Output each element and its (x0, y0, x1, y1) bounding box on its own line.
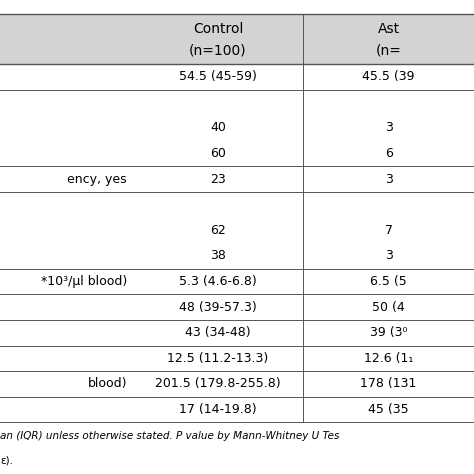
Text: 39 (3⁰: 39 (3⁰ (370, 326, 407, 339)
Text: 40: 40 (210, 121, 226, 135)
Text: 3: 3 (385, 173, 392, 186)
Text: 43 (34-48): 43 (34-48) (185, 326, 251, 339)
Text: Ast: Ast (378, 22, 400, 36)
Text: 23: 23 (210, 173, 226, 186)
Text: 12.6 (1₁: 12.6 (1₁ (364, 352, 413, 365)
Text: (n=100): (n=100) (189, 43, 247, 57)
Text: 17 (14-19.8): 17 (14-19.8) (179, 403, 257, 416)
Text: 45 (35: 45 (35 (368, 403, 409, 416)
Text: *10³/μl blood): *10³/μl blood) (41, 275, 127, 288)
Text: 45.5 (39: 45.5 (39 (363, 70, 415, 83)
Text: 62: 62 (210, 224, 226, 237)
Text: 178 (131: 178 (131 (361, 377, 417, 391)
Text: ε).: ε). (0, 456, 13, 465)
Text: blood): blood) (88, 377, 127, 391)
Text: 3: 3 (385, 249, 392, 263)
Text: Control: Control (193, 22, 243, 36)
Text: 12.5 (11.2-13.3): 12.5 (11.2-13.3) (167, 352, 269, 365)
Bar (0, 14, 474, 64)
Text: 3: 3 (385, 121, 392, 135)
Text: 7: 7 (385, 224, 392, 237)
Text: 6: 6 (385, 147, 392, 160)
Text: 6.5 (5: 6.5 (5 (370, 275, 407, 288)
Text: (n=: (n= (376, 43, 401, 57)
Text: ency, yes: ency, yes (67, 173, 127, 186)
Text: 48 (39-57.3): 48 (39-57.3) (179, 301, 257, 314)
Text: 54.5 (45-59): 54.5 (45-59) (179, 70, 257, 83)
Text: 50 (4: 50 (4 (372, 301, 405, 314)
Text: 60: 60 (210, 147, 226, 160)
Text: an (IQR) unless otherwise stated. P value by Mann-Whitney U Tes: an (IQR) unless otherwise stated. P valu… (0, 431, 339, 441)
Text: 201.5 (179.8-255.8): 201.5 (179.8-255.8) (155, 377, 281, 391)
Text: 38: 38 (210, 249, 226, 263)
Text: 5.3 (4.6-6.8): 5.3 (4.6-6.8) (179, 275, 257, 288)
